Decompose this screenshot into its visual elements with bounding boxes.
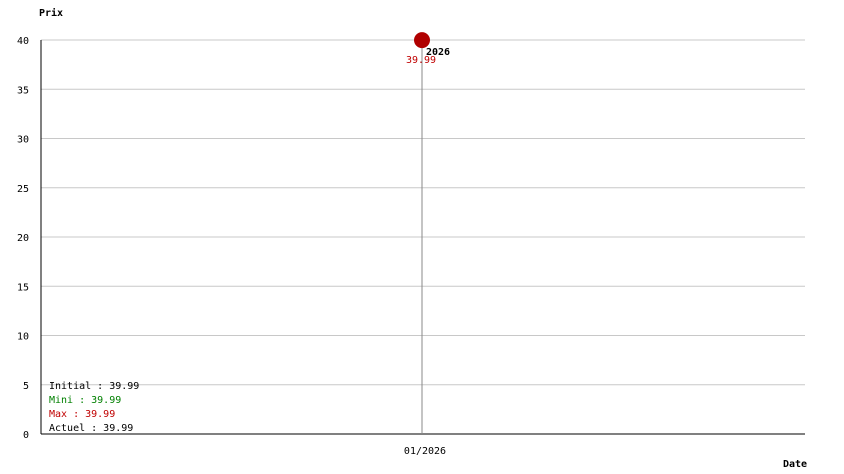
stat-mini: Mini : 39.99 [49,395,121,406]
stat-actuel: Actuel : 39.99 [49,423,133,434]
y-tick-label: 0 [23,430,29,441]
x-axis-label: Date [783,459,807,470]
stat-max: Max : 39.99 [49,409,115,420]
y-tick-label: 10 [17,332,29,343]
y-tick-label: 15 [17,282,29,293]
x-tick-label: 01/2026 [404,446,446,457]
y-tick-label: 5 [23,381,29,392]
y-tick-label: 30 [17,135,29,146]
y-tick-label: 20 [17,233,29,244]
y-tick-label: 35 [17,85,29,96]
y-tick-label: 40 [17,36,29,47]
y-tick-label: 25 [17,184,29,195]
year-label: 2026 [426,47,450,58]
data-point [414,32,430,49]
y-axis-label: Prix [39,7,63,19]
stat-initial: Initial : 39.99 [49,381,139,392]
point-value-label: 39.99 [406,55,436,66]
